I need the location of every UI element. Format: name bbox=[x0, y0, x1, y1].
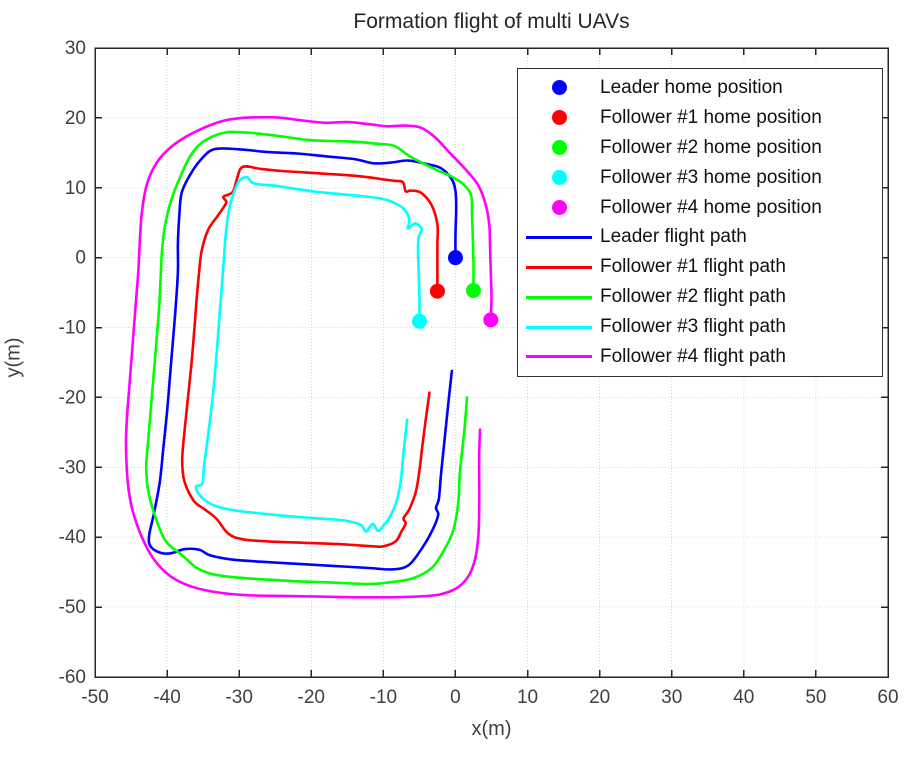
legend-marker-dot-icon bbox=[518, 110, 600, 126]
y-tick-label: 20 bbox=[65, 108, 86, 129]
x-tick-label: 50 bbox=[805, 687, 826, 708]
legend-label: Follower #4 home position bbox=[600, 196, 822, 218]
x-tick-label: 40 bbox=[733, 687, 754, 708]
line-icon bbox=[526, 325, 592, 329]
legend-marker-line-icon bbox=[518, 295, 600, 299]
legend-row: Follower #1 home position bbox=[518, 103, 882, 132]
dot-icon bbox=[551, 200, 567, 215]
home-positions bbox=[411, 250, 499, 329]
flight-path-follower-1-flight-path bbox=[180, 165, 440, 549]
legend-label: Follower #2 home position bbox=[600, 136, 822, 158]
legend-label: Follower #1 flight path bbox=[600, 256, 786, 278]
flight-path-leader-flight-path bbox=[147, 147, 458, 571]
x-tick-label: -30 bbox=[225, 687, 252, 708]
flight-paths bbox=[124, 115, 493, 599]
x-tick-label: 30 bbox=[661, 687, 682, 708]
x-tick-label: 20 bbox=[589, 687, 610, 708]
legend-row: Follower #4 home position bbox=[518, 193, 882, 222]
tick-labels: -50 -40 -30 -20 -10 0 10 20 30 40 50 60-60-50-40-30… bbox=[59, 38, 899, 708]
dot-icon bbox=[551, 110, 567, 126]
legend-label: Follower #4 flight path bbox=[600, 345, 786, 367]
x-tick-label: -40 bbox=[153, 687, 180, 708]
home-dot-leader-home-position bbox=[447, 250, 463, 266]
legend-marker-line-icon bbox=[518, 325, 600, 329]
legend-label: Follower #2 flight path bbox=[600, 286, 786, 308]
legend: Leader home position Follower #1 home pos… bbox=[517, 68, 883, 377]
flight-path-follower-2-flight-path bbox=[144, 130, 475, 586]
x-tick-label: 60 bbox=[877, 687, 898, 708]
line-icon bbox=[526, 235, 592, 239]
legend-row: Follower #3 flight path bbox=[518, 313, 882, 342]
y-tick-label: -20 bbox=[59, 387, 86, 408]
legend-row: Follower #1 flight path bbox=[518, 253, 882, 282]
legend-row: Follower #2 flight path bbox=[518, 283, 882, 312]
x-tick-label: 10 bbox=[517, 687, 538, 708]
home-dot-follower-2-home-position bbox=[465, 283, 481, 299]
legend-marker-dot-icon bbox=[518, 200, 600, 215]
flight-path-follower-3-flight-path bbox=[194, 175, 423, 533]
legend-label: Follower #1 home position bbox=[600, 106, 822, 128]
x-axis-label: x(m) bbox=[471, 718, 512, 740]
dot-icon bbox=[551, 170, 567, 186]
home-dot-follower-3-home-position bbox=[411, 313, 427, 329]
legend-row: Follower #4 flight path bbox=[518, 342, 882, 371]
x-tick-label: -10 bbox=[370, 687, 397, 708]
legend-marker-line-icon bbox=[518, 355, 600, 359]
y-axis-label: y(m) bbox=[2, 337, 25, 378]
y-tick-label: 10 bbox=[65, 178, 86, 199]
line-icon bbox=[526, 355, 592, 359]
x-tick-label: -20 bbox=[298, 687, 325, 708]
x-tick-label: 0 bbox=[450, 687, 461, 708]
y-tick-label: 0 bbox=[75, 248, 86, 269]
y-tick-label: -30 bbox=[59, 457, 86, 478]
y-tick-label: -40 bbox=[59, 527, 86, 548]
legend-marker-line-icon bbox=[518, 265, 600, 269]
legend-row: Follower #3 home position bbox=[518, 163, 882, 192]
legend-marker-line-icon bbox=[518, 235, 600, 239]
legend-row: Follower #2 home position bbox=[518, 133, 882, 162]
axes-frame bbox=[94, 47, 889, 678]
home-dot-follower-1-home-position bbox=[429, 283, 445, 299]
y-tick-label: 30 bbox=[65, 38, 86, 59]
line-icon bbox=[526, 265, 592, 269]
legend-label: Follower #3 flight path bbox=[600, 316, 786, 338]
dot-icon bbox=[551, 140, 567, 156]
legend-label: Leader flight path bbox=[600, 226, 747, 248]
y-tick-label: -50 bbox=[59, 597, 86, 618]
home-dot-follower-4-home-position bbox=[483, 312, 499, 328]
plot-title: Formation flight of multi UAVs bbox=[353, 10, 630, 33]
legend-marker-dot-icon bbox=[518, 170, 600, 186]
flight-path-follower-4-flight-path bbox=[124, 115, 493, 599]
legend-label: Leader home position bbox=[600, 76, 783, 98]
legend-marker-dot-icon bbox=[518, 140, 600, 156]
y-tick-label: -60 bbox=[59, 667, 86, 688]
x-tick-label: -50 bbox=[81, 687, 108, 708]
legend-row: Leader home position bbox=[518, 73, 882, 102]
line-icon bbox=[526, 295, 592, 299]
y-tick-label: -10 bbox=[59, 318, 86, 339]
legend-row: Leader flight path bbox=[518, 223, 882, 252]
legend-marker-dot-icon bbox=[518, 80, 600, 96]
legend-label: Follower #3 home position bbox=[600, 166, 822, 188]
axes-box bbox=[94, 47, 889, 678]
dot-icon bbox=[551, 80, 567, 96]
